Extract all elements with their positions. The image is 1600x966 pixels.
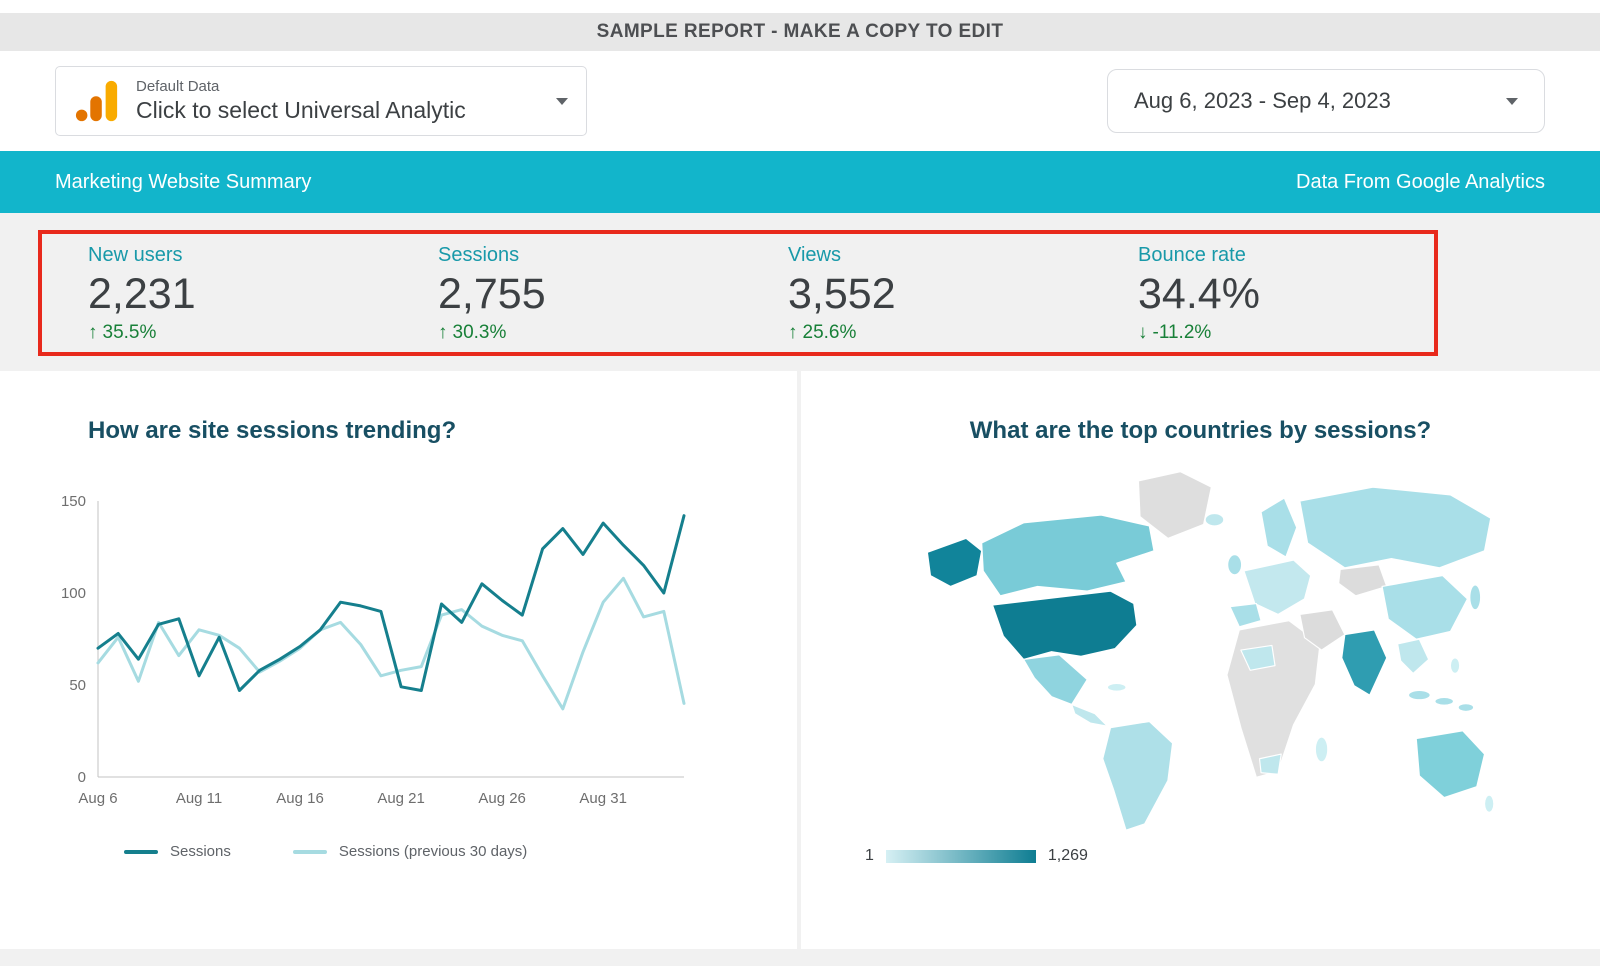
- legend-label: Sessions (previous 30 days): [338, 843, 528, 860]
- svg-text:Aug 16: Aug 16: [276, 790, 324, 807]
- date-range-value: Aug 6, 2023 - Sep 4, 2023: [1134, 88, 1391, 113]
- scorecard-section: New users 2,231 ↑ 35.5% Sessions 2,755 ↑…: [0, 213, 1600, 371]
- map-region-india[interactable]: [1341, 629, 1388, 696]
- map-region-indonesia[interactable]: [1457, 703, 1475, 712]
- map-region-southeast-asia[interactable]: [1397, 638, 1430, 674]
- line-chart-title: How are site sessions trending?: [88, 417, 457, 444]
- legend-item-sessions-previous: Sessions (previous 30 days): [292, 843, 528, 860]
- series-swatch: [124, 849, 158, 854]
- scorecard-grid: New users 2,231 ↑ 35.5% Sessions 2,755 ↑…: [38, 230, 1438, 356]
- scorecard-delta: ↑ 30.3%: [438, 322, 738, 344]
- banner-wrap: SAMPLE REPORT - MAKE A COPY TO EDIT: [0, 0, 1600, 51]
- scorecard-new-users: New users 2,231 ↑ 35.5%: [38, 230, 388, 356]
- data-source-label: Default Data: [136, 78, 220, 95]
- map-region-canada[interactable]: [981, 514, 1155, 597]
- scorecard-value: 2,755: [438, 270, 546, 318]
- delta-value: -11.2%: [1152, 322, 1212, 344]
- map-region-china[interactable]: [1381, 575, 1469, 640]
- scorecard-label: New users: [88, 244, 183, 266]
- legend-item-sessions: Sessions: [124, 843, 231, 860]
- sessions-line-chart[interactable]: 0 50 100 150 Aug 6 Aug 11 Aug 16 Aug 21 Aug 26 Au…: [40, 487, 700, 817]
- svg-text:Aug 26: Aug 26: [478, 790, 526, 807]
- scorecard-delta: ↑ 25.6%: [788, 322, 1088, 344]
- map-region-africa[interactable]: [1226, 620, 1321, 778]
- scorecard-value: 34.4%: [1138, 270, 1260, 318]
- scorecard-value: 3,552: [788, 270, 896, 318]
- map-region-madagascar[interactable]: [1314, 736, 1329, 763]
- map-region-australia[interactable]: [1415, 730, 1486, 799]
- trend-arrow-icon: ↓: [1138, 322, 1148, 344]
- delta-value: 25.6%: [802, 322, 857, 344]
- data-source-note: Data From Google Analytics: [1296, 170, 1545, 193]
- map-region-mexico[interactable]: [1022, 654, 1088, 706]
- trend-arrow-icon: ↑: [788, 322, 798, 344]
- scorecard-value: 2,231: [88, 270, 196, 318]
- map-region-united-states[interactable]: [991, 590, 1138, 660]
- svg-text:Aug 6: Aug 6: [78, 790, 117, 807]
- data-source-selector[interactable]: Default Data Click to select Universal A…: [55, 66, 587, 136]
- map-region-iceland[interactable]: [1204, 512, 1225, 527]
- line-chart-legend: Sessions Sessions (previous 30 days): [124, 843, 797, 860]
- map-region-greenland[interactable]: [1137, 471, 1212, 539]
- sample-report-banner: SAMPLE REPORT - MAKE A COPY TO EDIT: [0, 13, 1600, 51]
- map-region-middle-east[interactable]: [1299, 609, 1346, 651]
- trend-arrow-icon: ↑: [88, 322, 98, 344]
- svg-text:Aug 11: Aug 11: [176, 790, 222, 807]
- scorecard-views: Views 3,552 ↑ 25.6%: [738, 230, 1088, 356]
- map-region-caribbean[interactable]: [1106, 682, 1127, 692]
- svg-text:0: 0: [78, 769, 86, 786]
- map-region-iberia[interactable]: [1229, 602, 1262, 628]
- scorecard-label: Bounce rate: [1138, 244, 1246, 266]
- sessions-trend-card: How are site sessions trending? 0 50 100 15…: [0, 371, 797, 949]
- map-region-central-america[interactable]: [1071, 703, 1108, 727]
- report-title-bar: Marketing Website Summary Data From Goog…: [0, 151, 1600, 213]
- scorecard-bounce-rate: Bounce rate 34.4% ↓ -11.2%: [1088, 230, 1438, 356]
- map-chart-title: What are the top countries by sessions?: [969, 417, 1432, 444]
- scorecard-sessions: Sessions 2,755 ↑ 30.3%: [388, 230, 738, 356]
- scorecard-delta: ↑ 35.5%: [88, 322, 388, 344]
- map-region-united-kingdom[interactable]: [1227, 554, 1243, 576]
- map-color-legend: 1 1,269: [865, 847, 1600, 865]
- map-region-scandinavia[interactable]: [1260, 497, 1298, 558]
- map-region-south-africa[interactable]: [1258, 753, 1282, 775]
- series-swatch: [292, 849, 327, 854]
- scorecard-label: Views: [788, 244, 841, 266]
- map-region-russia[interactable]: [1299, 486, 1492, 569]
- top-countries-card: What are the top countries by sessions?: [801, 371, 1600, 949]
- map-region-west-africa[interactable]: [1240, 644, 1276, 671]
- charts-row: How are site sessions trending? 0 50 100 15…: [0, 371, 1600, 966]
- page-title: Marketing Website Summary: [55, 170, 312, 193]
- legend-max-label: 1,269: [1047, 847, 1088, 864]
- map-region-central-asia[interactable]: [1338, 564, 1388, 597]
- svg-text:Aug 21: Aug 21: [377, 790, 425, 807]
- legend-min-label: 1: [865, 847, 874, 864]
- date-range-selector[interactable]: Aug 6, 2023 - Sep 4, 2023: [1107, 69, 1545, 133]
- map-region-new-zealand[interactable]: [1483, 794, 1495, 813]
- report-header: Default Data Click to select Universal A…: [0, 51, 1600, 151]
- map-region-south-america[interactable]: [1102, 720, 1174, 831]
- delta-value: 30.3%: [452, 322, 507, 344]
- svg-text:Aug 31: Aug 31: [579, 790, 627, 807]
- map-region-japan[interactable]: [1469, 584, 1482, 611]
- delta-value: 35.5%: [102, 322, 157, 344]
- legend-label: Sessions: [170, 843, 231, 860]
- map-legend-gradient: [885, 849, 1036, 863]
- data-source-value: Click to select Universal Analytic: [136, 97, 466, 123]
- map-region-indonesia[interactable]: [1407, 689, 1431, 701]
- map-region-alaska[interactable]: [926, 537, 983, 588]
- world-geo-chart[interactable]: [817, 453, 1584, 841]
- svg-text:100: 100: [61, 585, 86, 602]
- svg-text:50: 50: [69, 677, 86, 694]
- svg-text:150: 150: [61, 493, 86, 510]
- google-analytics-icon: [75, 80, 118, 122]
- map-region-indonesia[interactable]: [1434, 696, 1455, 706]
- map-region-philippines[interactable]: [1449, 657, 1461, 674]
- scorecard-label: Sessions: [438, 244, 520, 266]
- scorecard-delta: ↓ -11.2%: [1138, 322, 1438, 344]
- chevron-down-icon: [1506, 97, 1518, 105]
- chevron-down-icon: [556, 97, 568, 105]
- data-source-text: Default Data Click to select Universal A…: [136, 78, 540, 124]
- trend-arrow-icon: ↑: [438, 322, 448, 344]
